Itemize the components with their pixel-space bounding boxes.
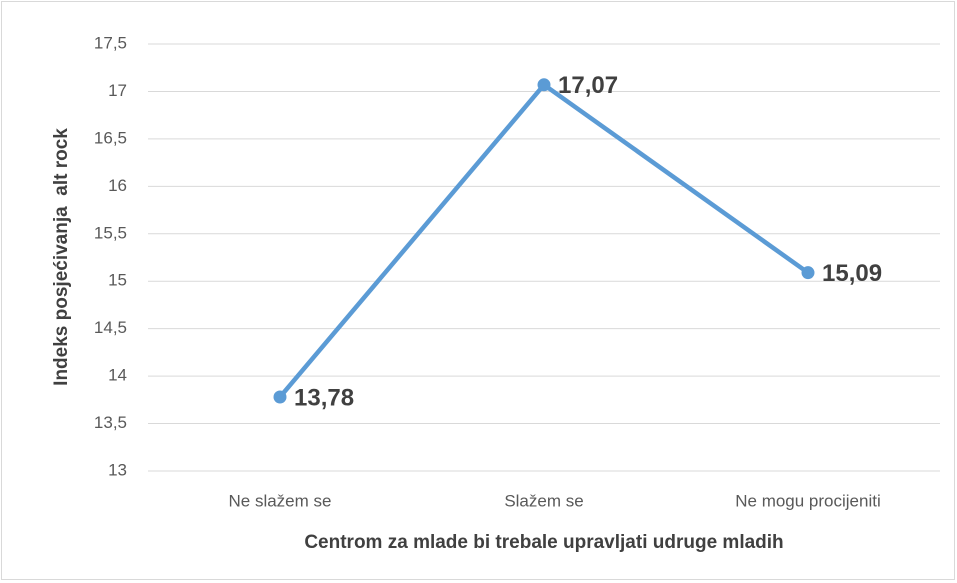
y-tick-label: 13: [108, 460, 127, 479]
y-tick-label: 15,5: [94, 223, 127, 242]
data-label: 13,78: [294, 384, 354, 411]
y-tick-label: 16,5: [94, 128, 127, 147]
x-tick-label: Ne slažem se: [229, 491, 332, 510]
y-tick-label: 15: [108, 271, 127, 290]
y-axis-title: Indeks posjećivanja alt rock: [51, 128, 72, 386]
x-tick-label: Slažem se: [504, 491, 583, 510]
y-tick-label: 14: [108, 366, 127, 385]
y-tick-label: 17,5: [94, 33, 127, 52]
y-tick-label: 17: [108, 81, 127, 100]
y-tick-label: 13,5: [94, 413, 127, 432]
marker: [537, 78, 551, 92]
y-tick-label: 14,5: [94, 318, 127, 337]
x-tick-label: Ne mogu procijeniti: [735, 491, 881, 510]
y-tick-label: 16: [108, 176, 127, 195]
data-label: 15,09: [822, 260, 882, 287]
x-axis-title: Centrom za mlade bi trebale upravljati u…: [304, 532, 783, 553]
marker: [801, 266, 815, 280]
marker: [273, 390, 287, 404]
data-label: 17,07: [558, 72, 618, 99]
